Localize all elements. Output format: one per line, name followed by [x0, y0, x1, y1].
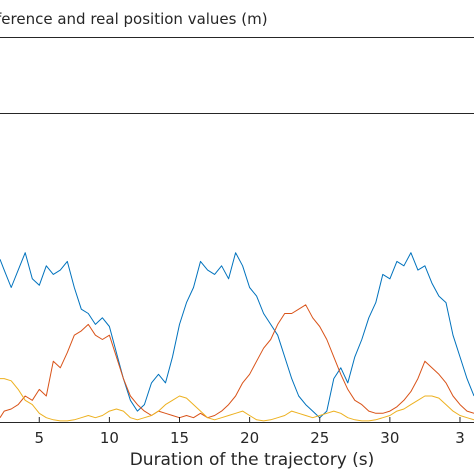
series-line-2: [0, 304, 474, 419]
upper-axes-panel: [0, 37, 474, 114]
x-tick-label: 10: [100, 429, 119, 447]
series-line-3: [0, 378, 474, 422]
series-line-1: [0, 252, 474, 419]
chart-title: ference and real position values (m): [0, 10, 268, 28]
x-axis-label: Duration of the trajectory (s): [130, 450, 375, 470]
x-axis-ticks: 5 10 15 20 25 30 3: [34, 417, 465, 447]
x-tick-label: 30: [380, 429, 399, 447]
x-tick-label: 15: [170, 429, 189, 447]
plot-area: [0, 252, 474, 422]
x-tick-label: 20: [240, 429, 259, 447]
x-tick-label: 3: [455, 429, 465, 447]
x-tick-label: 25: [310, 429, 329, 447]
x-tick-label: 5: [34, 429, 44, 447]
